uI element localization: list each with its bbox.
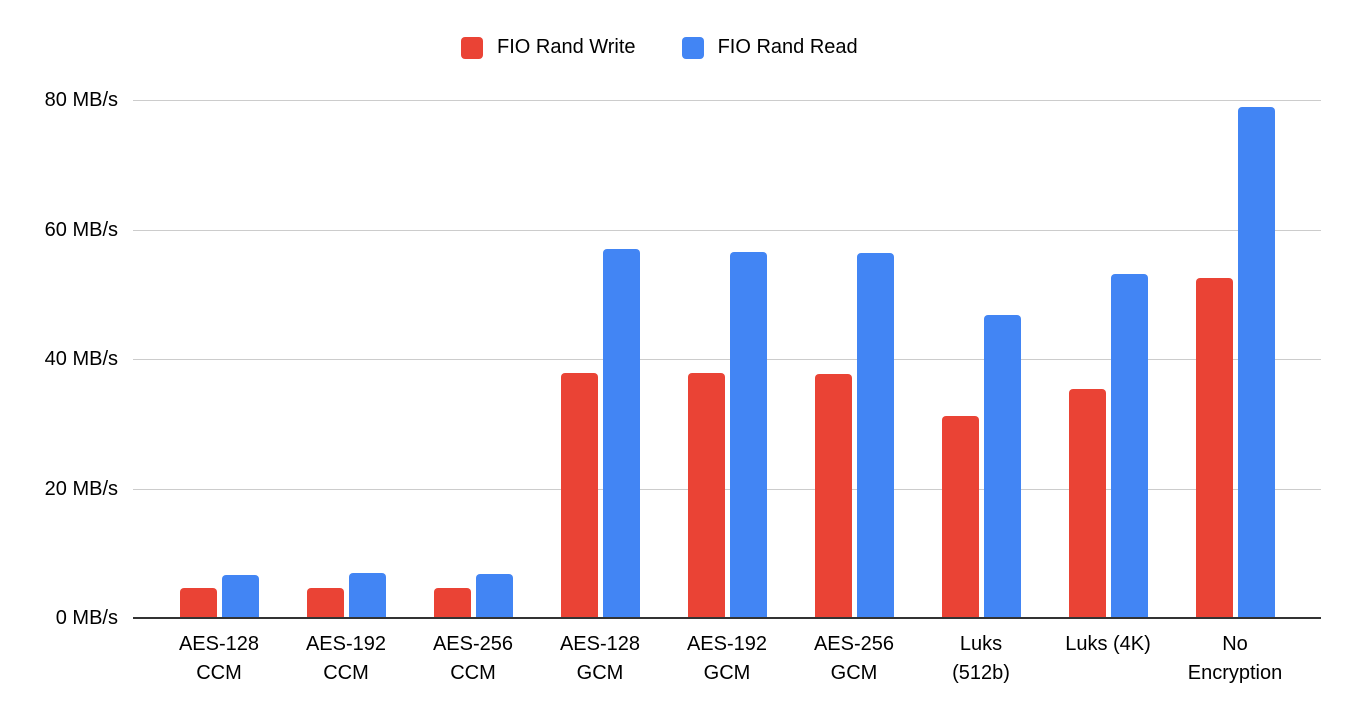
x-axis-baseline	[133, 617, 1321, 619]
x-tick-label-1: AES-192 CCM	[305, 633, 387, 684]
bar-group-7	[1068, 273, 1148, 618]
bar-read-3	[602, 248, 640, 618]
bar-read-7	[1110, 273, 1148, 618]
plot-area	[133, 100, 1321, 619]
gridline-60	[133, 229, 1321, 231]
x-tick-label-7: Luks (4K)	[1065, 633, 1151, 655]
y-tick-label-0: 0 MB/s	[55, 607, 118, 629]
bar-group-2	[433, 574, 513, 618]
y-tick-label-60: 60 MB/s	[44, 218, 118, 241]
bar-write-5	[814, 373, 852, 618]
x-tick-label-6: Luks (512b)	[952, 633, 1010, 684]
x-tick-label-3: AES-128 GCM	[559, 633, 641, 684]
y-tick-label-40: 40 MB/s	[44, 348, 118, 370]
bar-read-0	[221, 575, 259, 618]
x-tick-label-4: AES-192 GCM	[686, 633, 768, 684]
bar-write-2	[433, 588, 471, 618]
bar-read-1	[348, 572, 386, 618]
chart-legend: FIO Rand Write FIO Rand Read	[461, 36, 858, 59]
bar-group-0	[179, 575, 259, 618]
bar-write-6	[941, 416, 979, 618]
bar-write-7	[1068, 388, 1106, 618]
bar-group-3	[560, 248, 640, 618]
legend-label-read: FIO Rand Read	[717, 36, 858, 58]
legend-item-read: FIO Rand Read	[681, 36, 858, 59]
bar-write-3	[560, 372, 598, 618]
gridline-40	[133, 359, 1321, 360]
x-tick-label-5: AES-256 GCM	[813, 633, 895, 684]
bar-group-4	[687, 251, 767, 618]
bar-read-8	[1237, 106, 1275, 618]
bar-read-5	[856, 252, 894, 618]
bar-group-6	[941, 315, 1021, 618]
bar-group-8	[1195, 106, 1275, 618]
x-tick-label-2: AES-256 CCM	[432, 633, 514, 684]
y-tick-label-80: 80 MB/s	[44, 89, 118, 111]
legend-swatch-read	[681, 36, 704, 59]
x-tick-label-0: AES-128 CCM	[178, 633, 260, 684]
bar-group-1	[306, 572, 386, 618]
gridline-80	[133, 100, 1321, 101]
legend-label-write: FIO Rand Write	[497, 36, 636, 58]
bar-read-4	[729, 251, 767, 618]
bar-group-5	[814, 252, 894, 618]
legend-item-write: FIO Rand Write	[461, 36, 636, 59]
legend-swatch-write	[461, 36, 483, 59]
bar-write-1	[306, 588, 344, 618]
x-tick-label-8: No Encryption	[1187, 633, 1283, 684]
bar-write-0	[179, 588, 217, 618]
y-tick-label-20: 20 MB/s	[44, 477, 118, 500]
gridline-20	[133, 488, 1321, 490]
bar-write-8	[1195, 278, 1233, 618]
bar-write-4	[687, 372, 725, 618]
bar-read-6	[983, 315, 1021, 618]
bar-read-2	[475, 574, 513, 618]
